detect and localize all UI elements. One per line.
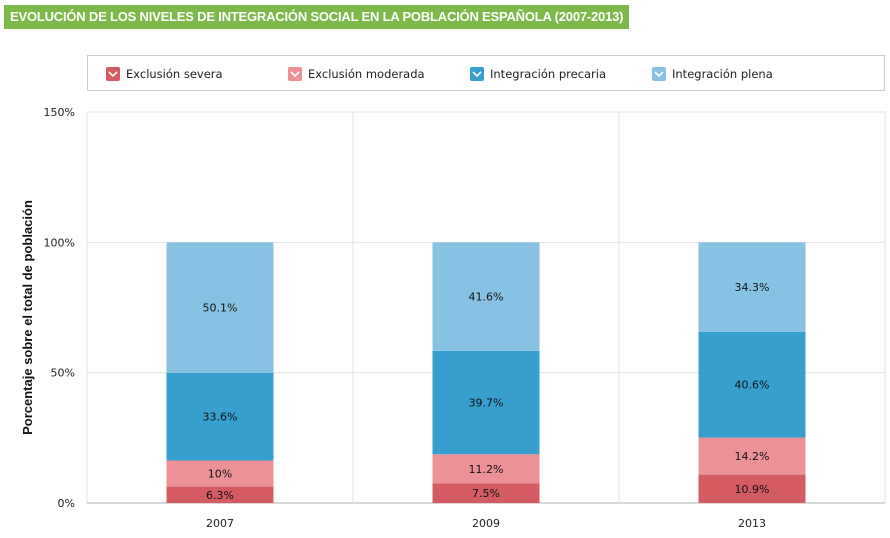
x-ticks: 2007 2009 2013 [206,517,766,530]
bar-segment[interactable] [166,460,274,487]
data-label: 10.9% [735,483,770,496]
bar-segment[interactable] [432,483,540,503]
bar-segment[interactable] [698,474,806,503]
x-tick-label: 2013 [738,517,766,530]
check-icon [106,67,120,81]
legend-item-integracion-precaria[interactable]: Integración precaria [470,65,606,83]
bar-segment[interactable] [698,437,806,475]
data-label: 10% [208,468,232,481]
check-icon [470,67,484,81]
data-label: 6.3% [206,489,234,502]
bar-segment[interactable] [432,242,540,351]
legend: Exclusión severa Exclusión moderada Inte… [87,55,885,91]
legend-item-exclusion-moderada[interactable]: Exclusión moderada [288,65,425,83]
bar-segment[interactable] [166,242,274,373]
y-axis-label: Porcentaje sobre el total de población [20,200,35,435]
y-tick-label: 50% [51,367,75,380]
x-tick-label: 2007 [206,517,234,530]
data-label: 40.6% [735,379,770,392]
bar-segment[interactable] [432,454,540,484]
bar-segment[interactable] [698,242,806,332]
bar-segment[interactable] [166,486,274,503]
data-label: 41.6% [469,291,504,304]
legend-label: Integración plena [672,67,773,81]
check-icon [288,67,302,81]
data-label: 39.7% [469,397,504,410]
bar-segment[interactable] [432,350,540,455]
bar-segment[interactable] [166,372,274,461]
check-icon [652,67,666,81]
data-label: 33.6% [203,411,238,424]
data-label: 50.1% [203,302,238,315]
data-label: 11.2% [469,463,504,476]
legend-item-exclusion-severa[interactable]: Exclusión severa [106,65,223,83]
y-ticks: 0% 50% 100% 150% [44,106,75,510]
legend-label: Exclusión severa [126,67,223,81]
legend-item-integracion-plena[interactable]: Integración plena [652,65,773,83]
data-label: 14.2% [735,450,770,463]
x-tick-label: 2009 [472,517,500,530]
chart-title: EVOLUCIÓN DE LOS NIVELES DE INTEGRACIÓN … [4,5,630,29]
data-label: 7.5% [472,487,500,500]
bars: 6.3% 10% 33.6% 50.1% 7.5% 11.2% 39.7% 41.6% 10.9… [166,242,806,503]
y-tick-label: 100% [44,236,75,249]
data-label: 34.3% [735,281,770,294]
bar-segment[interactable] [698,331,806,438]
y-tick-label: 150% [44,106,75,119]
legend-label: Integración precaria [490,67,607,81]
y-tick-label: 0% [58,497,75,510]
legend-label: Exclusión moderada [308,67,425,81]
